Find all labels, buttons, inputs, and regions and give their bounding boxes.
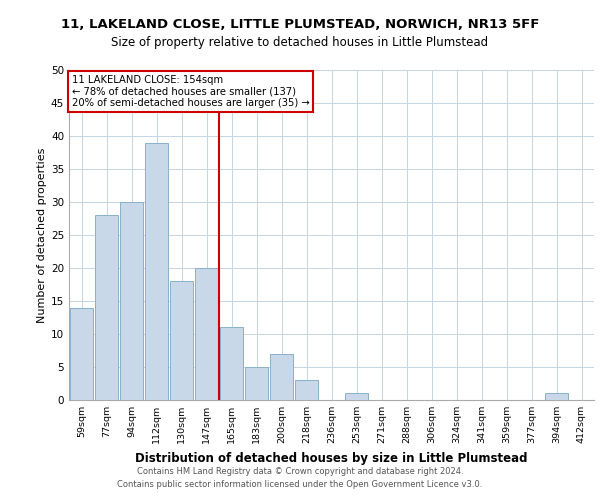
Text: Size of property relative to detached houses in Little Plumstead: Size of property relative to detached ho… bbox=[112, 36, 488, 49]
Bar bbox=[145, 142, 168, 400]
Bar bbox=[345, 394, 368, 400]
Y-axis label: Number of detached properties: Number of detached properties bbox=[37, 148, 47, 322]
Text: Contains public sector information licensed under the Open Government Licence v3: Contains public sector information licen… bbox=[118, 480, 482, 489]
Bar bbox=[295, 380, 318, 400]
Text: 11, LAKELAND CLOSE, LITTLE PLUMSTEAD, NORWICH, NR13 5FF: 11, LAKELAND CLOSE, LITTLE PLUMSTEAD, NO… bbox=[61, 18, 539, 30]
Bar bbox=[220, 328, 243, 400]
Bar bbox=[195, 268, 218, 400]
Bar bbox=[170, 281, 193, 400]
Text: Contains HM Land Registry data © Crown copyright and database right 2024.: Contains HM Land Registry data © Crown c… bbox=[137, 467, 463, 476]
Text: 11 LAKELAND CLOSE: 154sqm
← 78% of detached houses are smaller (137)
20% of semi: 11 LAKELAND CLOSE: 154sqm ← 78% of detac… bbox=[71, 75, 310, 108]
Bar bbox=[120, 202, 143, 400]
X-axis label: Distribution of detached houses by size in Little Plumstead: Distribution of detached houses by size … bbox=[135, 452, 528, 464]
Bar bbox=[70, 308, 93, 400]
Bar bbox=[245, 367, 268, 400]
Bar bbox=[270, 354, 293, 400]
Bar bbox=[545, 394, 568, 400]
Bar bbox=[95, 215, 118, 400]
